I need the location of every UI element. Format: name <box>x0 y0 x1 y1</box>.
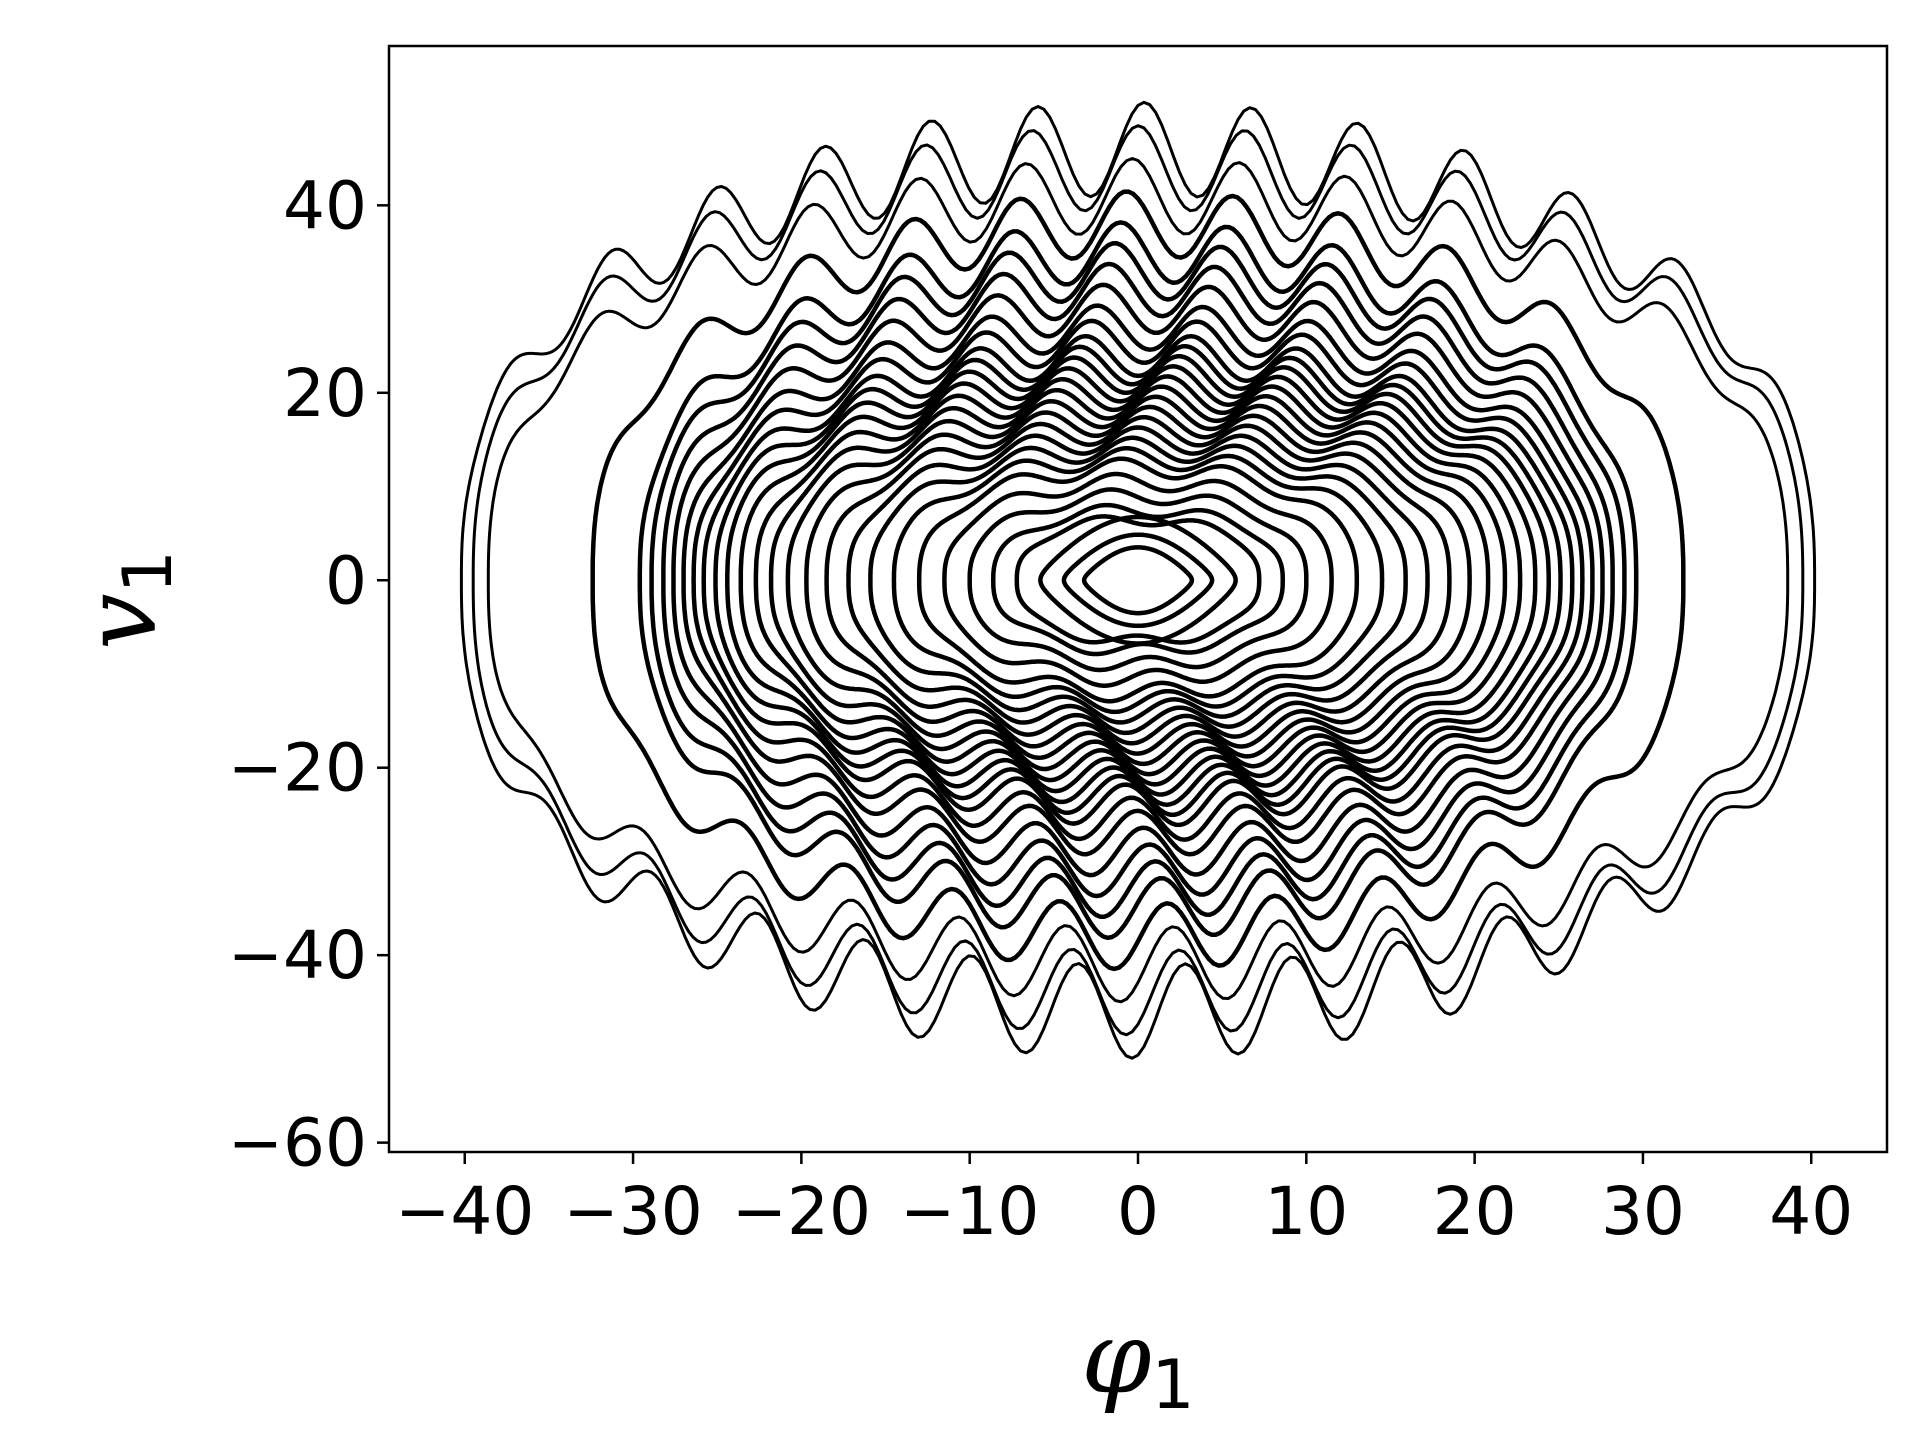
orbit-trajectory <box>649 241 1627 920</box>
y-axis-ticks: −60 −40 −20 0 20 40 <box>228 167 389 1182</box>
y-tick-label: 20 <box>283 355 367 432</box>
x-tick-label: −30 <box>563 1173 702 1250</box>
orbit-trajectory <box>681 303 1595 857</box>
y-axis-label: v1 <box>62 550 188 650</box>
orbit-trajectory <box>738 364 1538 797</box>
orbit-trajectory <box>824 414 1452 746</box>
x-tick-label: 40 <box>1769 1173 1853 1250</box>
orbit-trajectory <box>967 487 1309 673</box>
orbit-trajectory <box>846 425 1430 736</box>
orbit-trajectory <box>661 261 1615 899</box>
orbit-trajectory <box>891 445 1385 715</box>
orbit-trajectory <box>459 100 1817 1060</box>
x-axis-ticks: −40 −30 −20 −10 0 10 20 30 40 <box>395 1152 1853 1250</box>
y-tick-label: −40 <box>228 917 367 994</box>
y-tick-label: −60 <box>228 1105 367 1182</box>
y-tick-label: −20 <box>228 730 367 807</box>
orbit-trajectory <box>671 282 1605 878</box>
y-axis-label-subscript: 1 <box>109 550 188 593</box>
x-tick-label: −10 <box>900 1173 1039 1250</box>
orbit-trajectory <box>868 435 1408 725</box>
y-tick-label: 40 <box>283 167 367 244</box>
orbit-curves <box>459 100 1817 1060</box>
orbit-trajectory <box>1038 514 1238 646</box>
x-tick-label: −20 <box>732 1173 871 1250</box>
orbit-trajectory <box>590 189 1686 972</box>
orbit-trajectory <box>701 333 1575 828</box>
x-tick-label: −40 <box>395 1173 534 1250</box>
orbit-trajectory <box>725 354 1551 808</box>
orbit-trajectory <box>1081 545 1195 616</box>
x-axis-label: φ1 <box>1081 1299 1194 1425</box>
orbit-trajectory <box>486 157 1790 1004</box>
x-axis-label-subscript: 1 <box>1151 1346 1194 1425</box>
orbit-trajectory <box>713 343 1563 818</box>
x-tick-label: 10 <box>1264 1173 1348 1250</box>
x-tick-label: 30 <box>1601 1173 1685 1250</box>
orbit-trajectory <box>637 220 1639 941</box>
orbit-trajectory <box>691 318 1585 842</box>
orbit-trajectory <box>990 502 1286 657</box>
x-tick-label: 20 <box>1433 1173 1517 1250</box>
orbit-trajectory <box>768 384 1508 777</box>
orbit-trajectory <box>785 394 1491 767</box>
orbit-trajectory <box>916 456 1360 704</box>
y-axis-label-main: v <box>62 593 179 650</box>
orbit-trajectory <box>1061 532 1215 629</box>
orbit-trajectory <box>942 471 1334 688</box>
orbit-trajectory <box>1014 514 1262 645</box>
orbit-trajectory <box>804 404 1472 756</box>
orbit-trajectory <box>753 374 1523 787</box>
x-axis-label-main: φ <box>1081 1299 1151 1416</box>
x-tick-label: 0 <box>1117 1173 1159 1250</box>
y-tick-label: 0 <box>325 542 367 619</box>
orbit-trajectory <box>471 124 1805 1037</box>
